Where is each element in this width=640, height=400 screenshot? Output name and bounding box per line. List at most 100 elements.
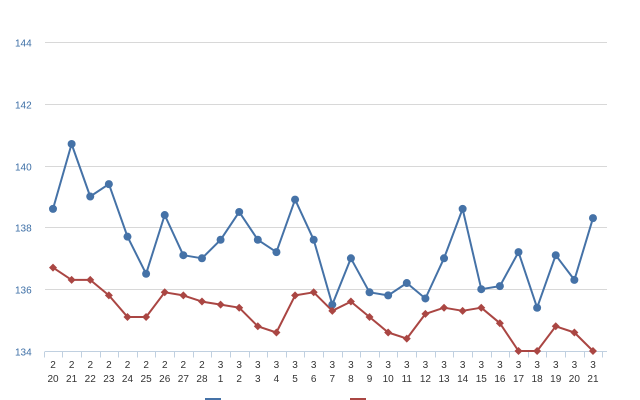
x-tick-label-day: 28	[196, 374, 208, 385]
data-point	[328, 306, 337, 315]
x-tick-label-month: 3	[516, 360, 522, 371]
data-point	[421, 294, 430, 303]
y-tick-label: 138	[15, 224, 32, 235]
y-tick-label: 134	[15, 348, 32, 359]
x-tick-label-month: 3	[218, 360, 224, 371]
data-point	[421, 309, 430, 318]
data-point	[309, 288, 318, 297]
x-tick-label-month: 2	[50, 360, 56, 371]
data-point	[86, 275, 95, 284]
series-group	[49, 139, 597, 355]
x-tick-label-day: 17	[513, 374, 525, 385]
data-point	[551, 251, 560, 260]
data-point	[197, 297, 206, 306]
data-point	[328, 300, 337, 309]
x-tick-label-month: 2	[199, 360, 205, 371]
x-tick-label-day: 21	[587, 374, 599, 385]
data-point	[384, 328, 393, 337]
x-tick-label-day: 20	[47, 374, 59, 385]
data-point	[179, 291, 188, 300]
x-tick-label-day: 14	[457, 374, 469, 385]
x-tick-label-month: 3	[534, 360, 540, 371]
x-tick-label-month: 3	[460, 360, 466, 371]
x-tick-label-month: 2	[125, 360, 131, 371]
data-point	[458, 204, 467, 213]
x-tick-label-month: 3	[553, 360, 559, 371]
data-point	[477, 285, 486, 294]
grid-lines	[45, 42, 607, 290]
data-point	[235, 207, 244, 216]
x-tick-label-day: 26	[159, 374, 171, 385]
x-tick-label-day: 7	[330, 374, 336, 385]
data-point	[365, 313, 374, 322]
y-tick-label: 142	[15, 101, 32, 112]
data-point	[253, 235, 262, 244]
x-tick-label-day: 25	[141, 374, 153, 385]
data-point	[346, 254, 355, 263]
x-tick-label-day: 10	[383, 374, 395, 385]
data-point	[272, 248, 281, 257]
data-point	[495, 282, 504, 291]
data-point	[253, 322, 262, 331]
data-point	[235, 303, 244, 312]
x-tick-label-month: 3	[255, 360, 261, 371]
data-point	[86, 192, 95, 201]
x-tick-label-month: 2	[87, 360, 93, 371]
data-point	[160, 211, 169, 220]
x-tick-label-day: 21	[66, 374, 78, 385]
x-tick-label-day: 9	[367, 374, 373, 385]
x-tick-label-day: 4	[274, 374, 280, 385]
x-tick-label-month: 3	[330, 360, 336, 371]
x-tick-label-day: 3	[255, 374, 261, 385]
data-point	[67, 275, 76, 284]
x-tick-label-day: 19	[550, 374, 562, 385]
data-point	[402, 279, 411, 288]
data-point	[309, 235, 318, 244]
x-tick-label-day: 13	[438, 374, 450, 385]
x-tick-label-day: 8	[348, 374, 354, 385]
data-point	[402, 334, 411, 343]
data-point	[384, 291, 393, 300]
x-tick-label-day: 1	[218, 374, 224, 385]
x-tick-label-month: 2	[162, 360, 168, 371]
data-point	[588, 347, 597, 355]
data-point	[216, 235, 225, 244]
data-point	[291, 291, 300, 300]
x-tick-label-month: 3	[441, 360, 447, 371]
data-point	[104, 180, 113, 189]
y-axis: 134 136 138 140 142 144	[15, 39, 32, 359]
data-point	[533, 303, 542, 312]
data-point	[551, 322, 560, 331]
data-point	[533, 347, 542, 355]
x-tick-label-day: 2	[236, 374, 242, 385]
x-tick-label-month: 3	[572, 360, 578, 371]
x-tick-label-month: 3	[478, 360, 484, 371]
x-tick-label-month: 3	[497, 360, 503, 371]
x-tick-label-month: 2	[106, 360, 112, 371]
x-tick-label-day: 6	[311, 374, 317, 385]
data-point	[179, 251, 188, 260]
data-point	[49, 204, 57, 213]
x-tick-label-day: 27	[178, 374, 190, 385]
x-tick-label-day: 16	[494, 374, 506, 385]
x-tick-label-day: 22	[85, 374, 97, 385]
x-tick-label-month: 2	[69, 360, 75, 371]
x-tick-label-month: 3	[292, 360, 298, 371]
data-point	[272, 328, 281, 337]
x-axis: 2202212222232242252262272283132333435363…	[44, 351, 607, 385]
data-point	[440, 303, 449, 312]
data-point	[458, 306, 467, 315]
data-point	[570, 275, 579, 284]
x-tick-label-month: 2	[181, 360, 187, 371]
data-point	[514, 347, 523, 355]
data-point	[495, 319, 504, 328]
x-tick-label-day: 12	[420, 374, 432, 385]
data-point	[142, 269, 151, 278]
data-point	[160, 288, 169, 297]
data-point	[123, 313, 132, 322]
data-point	[197, 254, 206, 263]
x-tick-label-month: 2	[143, 360, 149, 371]
x-tick-label-day: 15	[476, 374, 488, 385]
x-tick-label-month: 3	[385, 360, 391, 371]
